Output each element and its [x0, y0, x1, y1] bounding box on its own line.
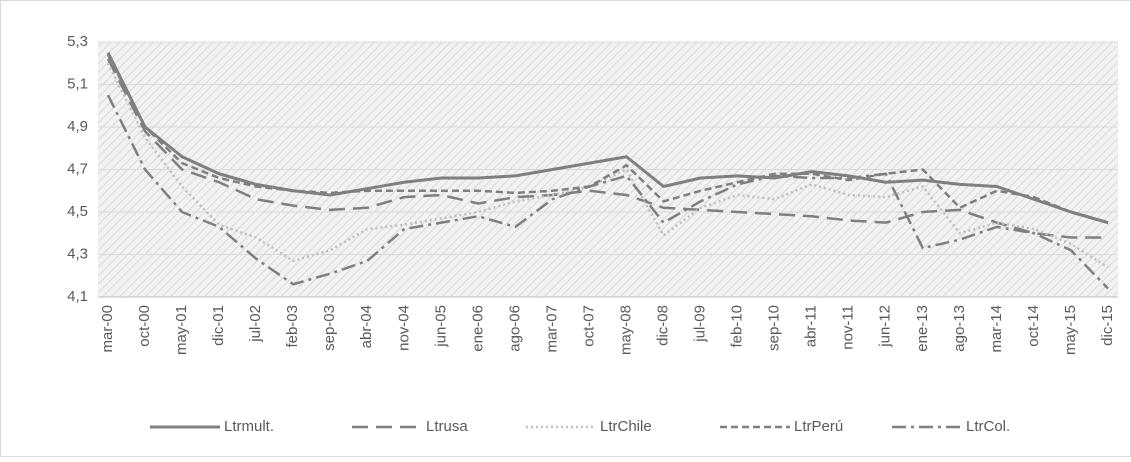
x-tick-label: dic-01: [210, 305, 227, 346]
y-tick-label: 4,1: [67, 288, 88, 305]
x-tick-label: mar-00: [99, 305, 116, 353]
series-line: [106, 94, 1109, 290]
y-tick-label: 4,7: [67, 160, 88, 177]
x-tick-label: dic-15: [1099, 305, 1116, 346]
y-tick-label: 5,3: [67, 33, 88, 50]
x-tick-label: jul-02: [247, 305, 264, 343]
legend-label: Ltrusa: [426, 418, 468, 435]
y-tick-label: 4,9: [67, 118, 88, 135]
x-tick-label: may-01: [173, 305, 190, 355]
y-tick-label: 4,5: [67, 203, 88, 220]
x-tick-label: feb-10: [729, 305, 746, 348]
x-tick-label: may-15: [1062, 305, 1079, 355]
y-tick-label: 4,3: [67, 245, 88, 262]
legend-label: LtrChile: [600, 418, 652, 435]
legend-label: LtrPerú: [794, 418, 843, 435]
x-tick-label: dic-08: [655, 305, 672, 346]
x-tick-label: abr-04: [358, 305, 375, 348]
x-tick-label: oct-07: [580, 305, 597, 347]
x-tick-label: sep-10: [766, 305, 783, 351]
x-tick-label: nov-04: [395, 305, 412, 351]
x-tick-label: mar-14: [988, 305, 1005, 353]
x-tick-label: jun-12: [877, 305, 894, 348]
x-tick-label: feb-03: [284, 305, 301, 348]
series-line: [106, 62, 1109, 269]
x-tick-label: oct-00: [136, 305, 153, 347]
series-line: [106, 51, 1109, 225]
x-tick-label: nov-11: [840, 305, 857, 350]
x-tick-label: sep-03: [321, 305, 338, 351]
x-tick-label: ene-13: [914, 305, 931, 352]
x-tick-label: ene-06: [469, 305, 486, 352]
series-line: [106, 54, 1109, 224]
x-tick-label: mar-07: [543, 305, 560, 353]
x-tick-label: ago-06: [506, 305, 523, 352]
y-tick-label: 5,1: [67, 75, 88, 92]
x-tick-label: jun-05: [432, 305, 449, 348]
x-tick-label: ago-13: [951, 305, 968, 352]
x-tick-label: abr-11: [803, 305, 820, 347]
legend-label: LtrCol.: [966, 418, 1010, 435]
x-tick-label: may-08: [617, 305, 634, 355]
x-tick-label: jul-09: [692, 305, 709, 343]
x-tick-label: oct-14: [1025, 305, 1042, 347]
legend-label: Ltrmult.: [224, 418, 274, 435]
